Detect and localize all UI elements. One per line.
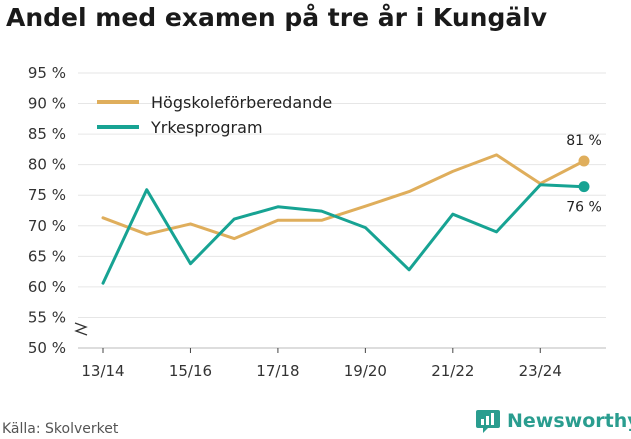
data-label: 81 % <box>566 133 602 149</box>
y-tick-label: 90 % <box>28 95 66 113</box>
y-tick-label: 75 % <box>28 186 66 204</box>
axis-break-icon <box>74 322 88 336</box>
series-line-hogskoleforberedande <box>101 153 586 241</box>
newsworthy-logo-icon <box>476 410 500 433</box>
brand-logo: Newsworthy <box>475 408 631 434</box>
y-tick-label: 70 % <box>28 217 66 235</box>
y-tick-label: 95 % <box>28 64 66 82</box>
series-lines <box>101 153 590 285</box>
y-tick-label: 65 % <box>28 247 66 265</box>
x-tick-label: 13/14 <box>81 362 124 380</box>
legend-label: Högskoleförberedande <box>151 93 332 112</box>
data-label: 76 % <box>566 200 602 216</box>
y-tick-label: 85 % <box>28 125 66 143</box>
gridlines <box>74 72 606 349</box>
y-axis-ticks: 50 % 55 % 60 % 65 % 70 % 75 % 80 % 85 % 90 % 95 % <box>28 64 66 357</box>
x-tick-label: 23/24 <box>519 362 562 380</box>
series-line-yrkesprogram <box>101 183 586 285</box>
x-tick-label: 21/22 <box>431 362 474 380</box>
y-tick-label: 50 % <box>28 339 66 357</box>
source-note: Källa: Skolverket <box>2 421 119 437</box>
series-end-point <box>578 155 590 167</box>
end-labels: 81 % 76 % <box>566 133 602 216</box>
x-tick-label: 15/16 <box>169 362 212 380</box>
x-axis-ticks: 13/14 15/16 17/18 19/20 21/22 23/24 <box>81 348 562 380</box>
brand-name: Newsworthy <box>507 410 631 432</box>
y-tick-label: 55 % <box>28 308 66 326</box>
series-end-point <box>578 181 590 193</box>
chart-title: Andel med examen på tre år i Kungälv <box>6 3 548 32</box>
x-tick-label: 19/20 <box>344 362 387 380</box>
legend: Högskoleförberedande Yrkesprogram <box>97 93 332 137</box>
y-tick-label: 80 % <box>28 156 66 174</box>
x-tick-label: 17/18 <box>256 362 299 380</box>
y-tick-label: 60 % <box>28 278 66 296</box>
legend-label: Yrkesprogram <box>150 118 263 137</box>
